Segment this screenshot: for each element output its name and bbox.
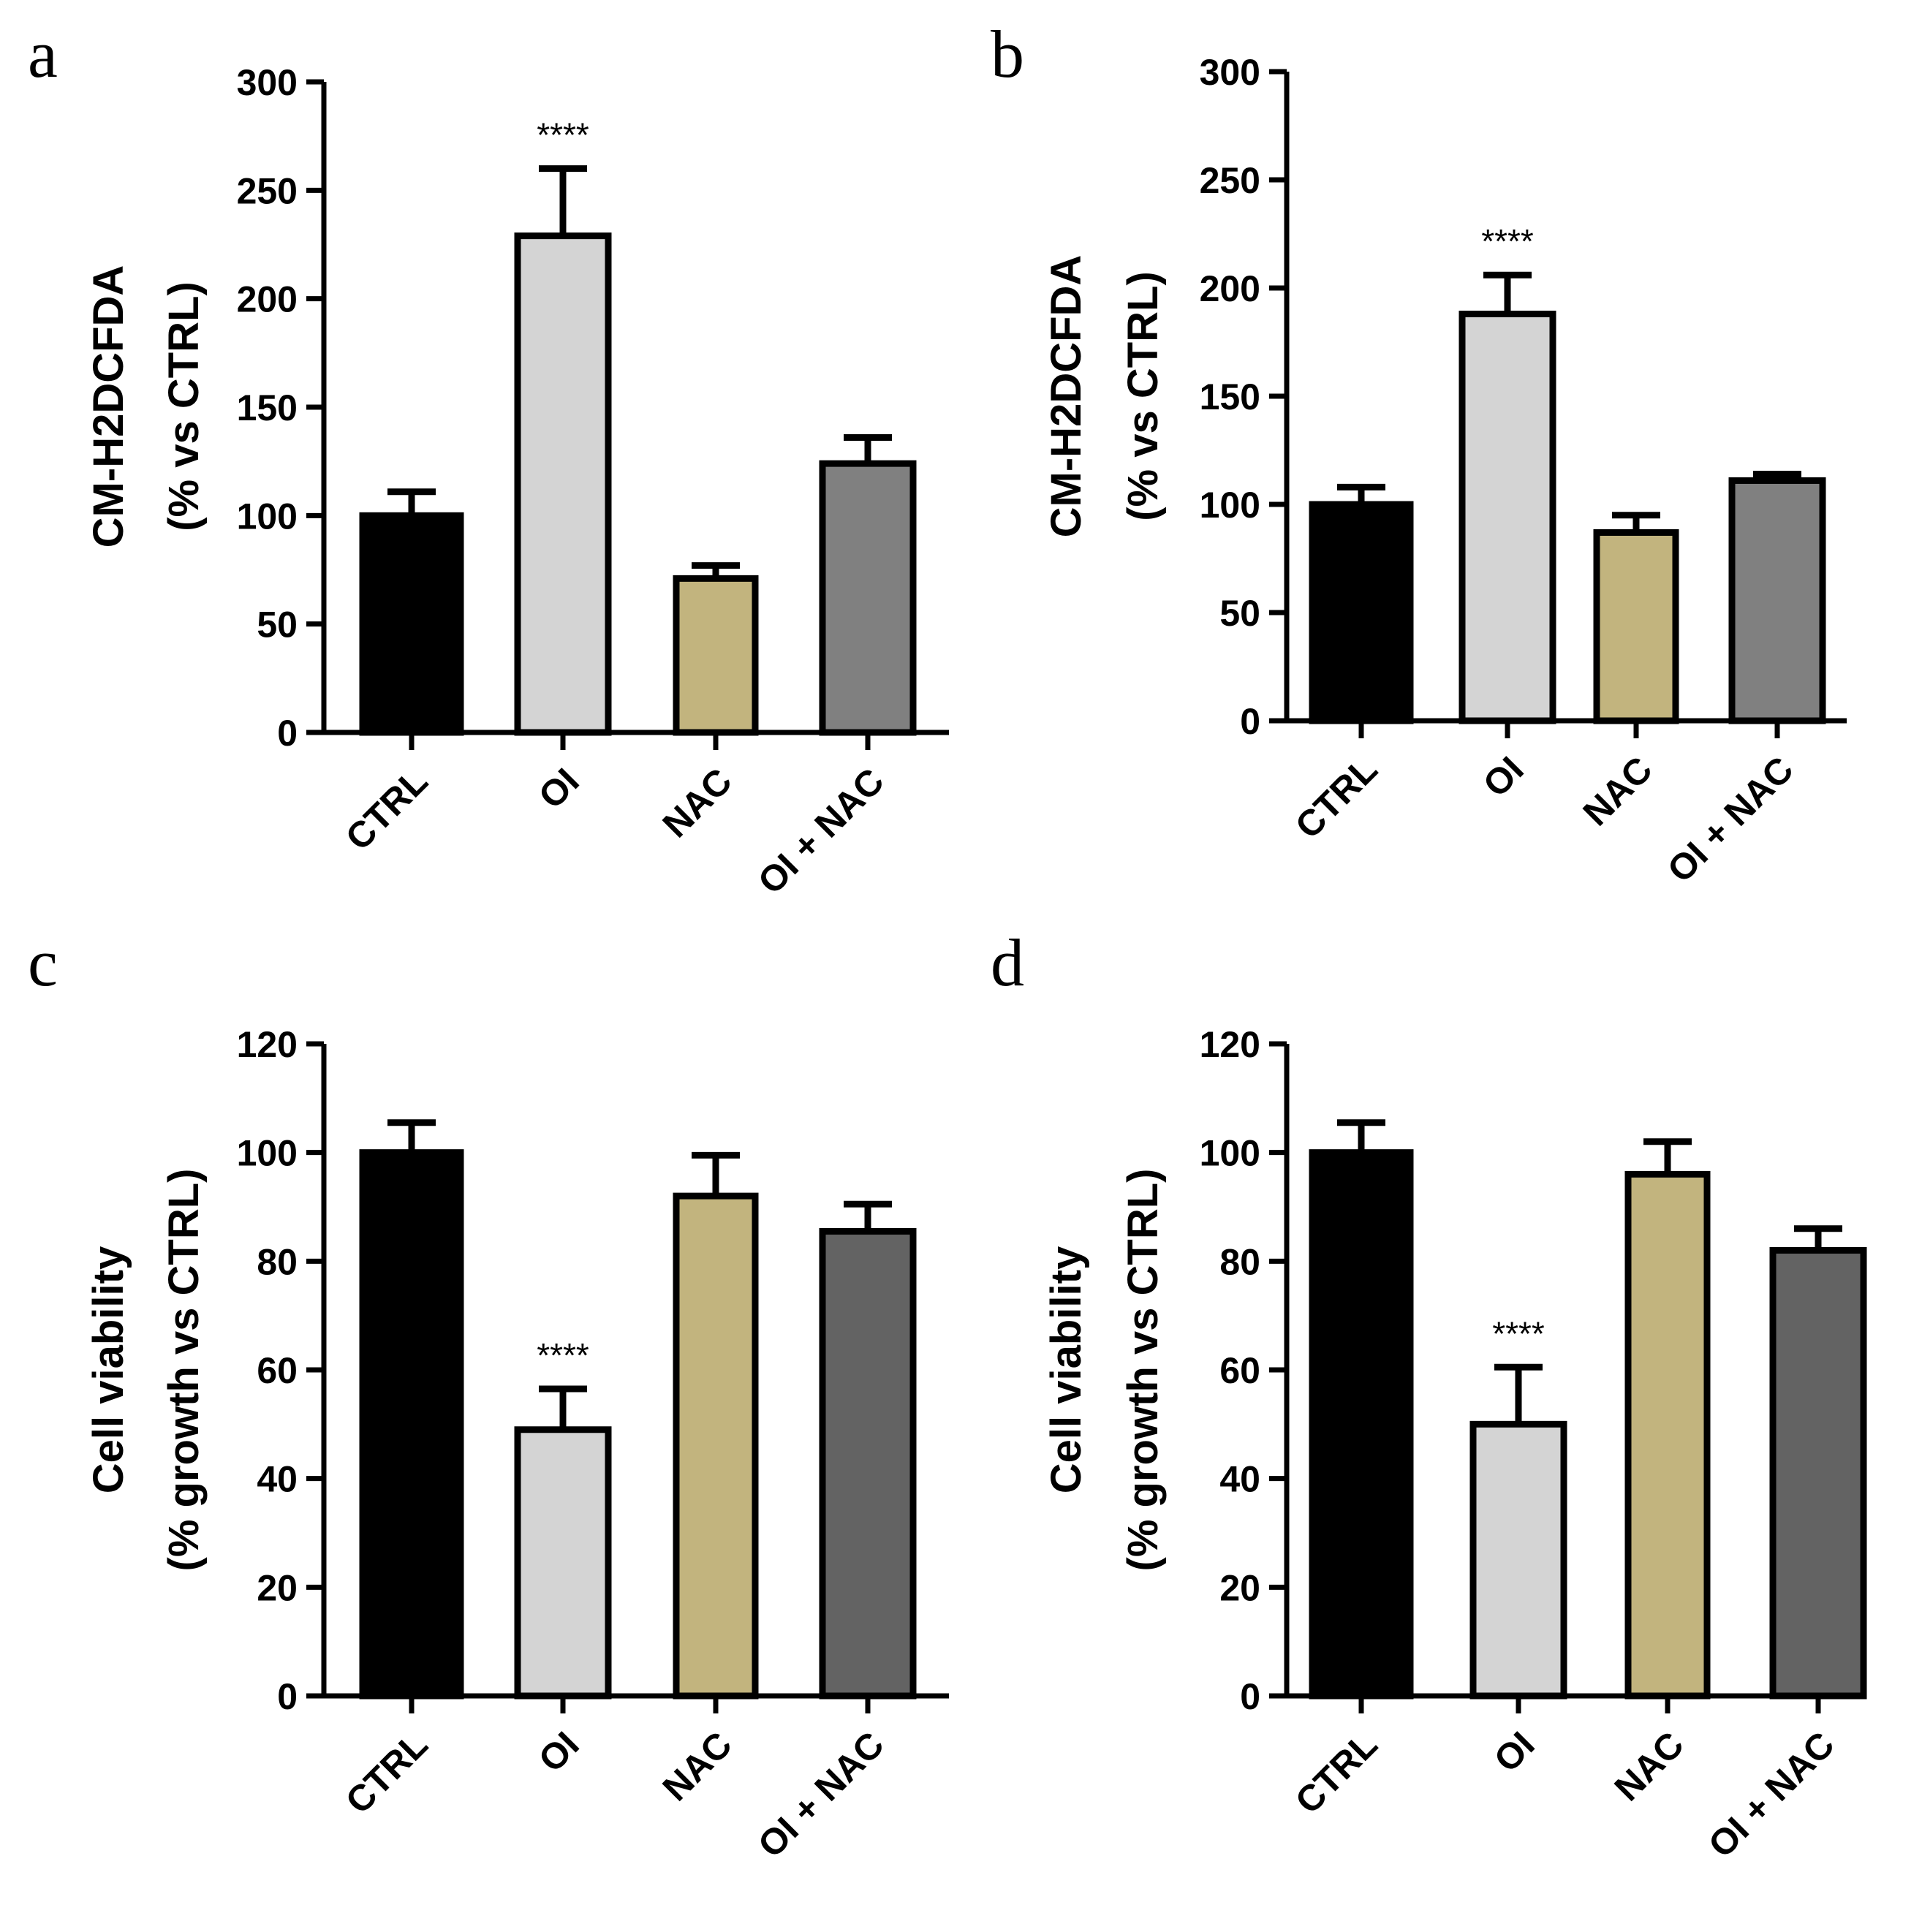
y-tick-label: 0 (277, 1676, 298, 1717)
category-label: OI + NAC (1660, 749, 1801, 890)
category-label: OI + NAC (750, 1724, 892, 1865)
bar-ctrl (1309, 1149, 1414, 1700)
category-label: CTRL (1287, 1724, 1385, 1822)
y-tick-label: 60 (1219, 1350, 1260, 1391)
category-label: OI (531, 760, 587, 817)
bar-ctrl (1309, 501, 1414, 724)
category-label: OI (531, 1724, 587, 1780)
category-label: CTRL (338, 760, 436, 858)
significance-label: **** (537, 1336, 589, 1374)
bar-oi (514, 232, 612, 736)
y-axis-title: Cell viability (1043, 1246, 1090, 1493)
significance-label: **** (537, 116, 589, 154)
y-tick-label: 100 (1200, 485, 1260, 526)
significance-label: **** (1481, 222, 1534, 260)
y-tick-label: 80 (257, 1241, 298, 1282)
panel-letter: c (28, 925, 58, 1000)
y-tick-label: 150 (237, 387, 298, 428)
chart-panel-a: a CTRL **** OI NAC OI + NAC 0 50 100 150 200 250 300… (28, 17, 949, 902)
y-axis-title: Cell viability (85, 1246, 132, 1493)
y-tick-label: 40 (1219, 1459, 1260, 1500)
bar-nac (1593, 529, 1679, 724)
y-tick-label: 120 (1200, 1024, 1260, 1065)
chart-panel-c: c CTRL **** OI NAC OI + NAC 0 20 40 60 80 100 120 Cel… (28, 925, 949, 1865)
y-tick-label: 250 (1200, 160, 1260, 201)
bar-ctrl (359, 512, 464, 736)
y-tick-label: 0 (1240, 701, 1260, 742)
y-tick-label: 100 (1200, 1133, 1260, 1174)
category-label: OI (1486, 1724, 1543, 1780)
bar-oi-nac (1728, 477, 1826, 724)
y-tick-label: 200 (1200, 268, 1260, 309)
y-tick-label: 0 (277, 713, 298, 754)
category-label: NAC (1607, 1724, 1692, 1808)
panel-letter: d (991, 925, 1024, 1000)
y-tick-label: 150 (1200, 376, 1260, 417)
y-tick-label: 20 (1219, 1567, 1260, 1608)
bar-oi (1458, 311, 1556, 724)
y-tick-label: 80 (1219, 1241, 1260, 1282)
bar-oi (1469, 1420, 1567, 1700)
bar-oi-nac (819, 1227, 917, 1700)
bar-ctrl (359, 1149, 464, 1700)
y-tick-label: 50 (1219, 593, 1260, 634)
chart-panel-b: b CTRL **** OI NAC OI + NAC 0 50 100 150 200 250 300… (991, 17, 1847, 890)
y-tick-label: 100 (237, 1133, 298, 1174)
y-tick-label: 250 (237, 170, 298, 211)
category-label: NAC (1575, 749, 1660, 833)
y-tick-label: 60 (257, 1350, 298, 1391)
bar-nac (673, 1192, 759, 1700)
y-tick-label: 300 (237, 62, 298, 103)
y-tick-label: 120 (237, 1024, 298, 1065)
y-tick-label: 20 (257, 1567, 298, 1608)
y-tick-label: 100 (237, 496, 298, 537)
category-label: OI + NAC (1700, 1724, 1842, 1865)
category-label: NAC (655, 760, 740, 845)
bar-oi-nac (1769, 1246, 1867, 1700)
y-axis-subtitle: (% growth vs CTRL) (160, 1169, 208, 1572)
y-axis-subtitle: (% growth vs CTRL) (1119, 1169, 1167, 1572)
y-tick-label: 200 (237, 279, 298, 320)
category-label: OI (1475, 749, 1532, 805)
y-tick-label: 50 (257, 605, 298, 645)
bar-nac (1624, 1170, 1711, 1700)
bar-oi (514, 1426, 612, 1700)
y-axis-title: CM-H2DCFDA (85, 265, 132, 548)
category-label: OI + NAC (750, 760, 892, 902)
y-axis-title: CM-H2DCFDA (1043, 255, 1090, 538)
y-tick-label: 300 (1200, 52, 1260, 93)
panel-letter: a (28, 17, 58, 91)
significance-label: **** (1492, 1314, 1545, 1352)
category-label: NAC (655, 1724, 740, 1808)
category-label: CTRL (1287, 749, 1385, 846)
bar-nac (673, 575, 759, 736)
chart-panel-d: d CTRL **** OI NAC OI + NAC 0 20 40 60 80 100 120 Cel… (991, 925, 1867, 1865)
category-label: CTRL (338, 1724, 436, 1822)
bar-oi-nac (819, 460, 917, 736)
panel-letter: b (991, 17, 1024, 91)
y-axis-subtitle: (% vs CTRL) (1119, 271, 1167, 521)
y-tick-label: 0 (1240, 1676, 1260, 1717)
y-tick-label: 40 (257, 1459, 298, 1500)
y-axis-subtitle: (% vs CTRL) (160, 281, 208, 531)
